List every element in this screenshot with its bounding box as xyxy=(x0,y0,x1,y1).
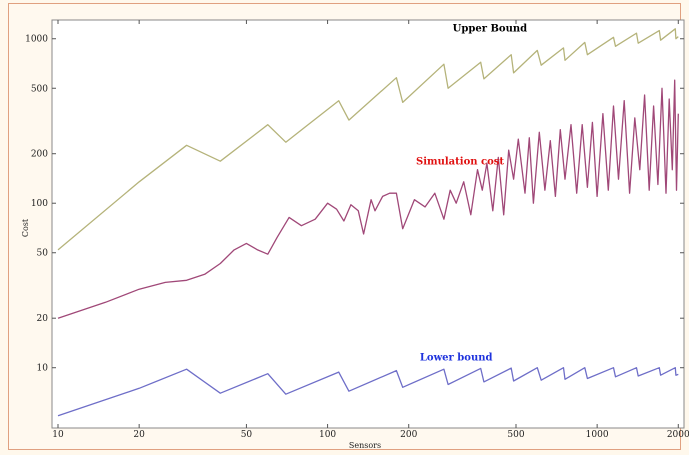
y-tick-label: 1000 xyxy=(25,35,48,45)
series-layer xyxy=(57,28,679,417)
y-tick-label: 200 xyxy=(31,150,48,160)
x-axis-title: Sensors xyxy=(349,441,381,450)
series-label-upper-bound: Upper Bound xyxy=(453,24,527,35)
y-tick-label: 20 xyxy=(37,314,49,324)
plot-area: 10 20 50 100 200 500 1000 2000 10 20 50 100 200 500 10… xyxy=(25,19,689,440)
y-axis-title: Cost xyxy=(21,218,30,237)
x-tick-label: 50 xyxy=(241,430,253,440)
plot-border xyxy=(51,19,685,429)
series-line-lower-bound xyxy=(57,367,679,417)
series-line-upper-bound xyxy=(57,28,679,251)
series-label-simulation-cost: Simulation cost xyxy=(416,156,504,167)
x-tick-label: 10 xyxy=(52,430,64,440)
series-labels: Upper Bound Simulation cost Lower bound xyxy=(416,24,527,364)
x-tick-label: 200 xyxy=(400,430,417,440)
x-tick-label: 2000 xyxy=(667,430,689,440)
series-label-lower-bound: Lower bound xyxy=(420,353,493,364)
y-tick-label: 50 xyxy=(37,249,49,259)
y-tick-label: 10 xyxy=(37,364,49,374)
x-tick-label: 1000 xyxy=(586,430,609,440)
series-line-simulation-cost xyxy=(57,79,679,319)
y-tick-label: 500 xyxy=(31,84,48,94)
x-tick-label: 500 xyxy=(507,430,524,440)
y-tick-label: 100 xyxy=(31,199,48,209)
x-tick-label: 100 xyxy=(319,430,336,440)
x-tick-label: 20 xyxy=(133,430,145,440)
